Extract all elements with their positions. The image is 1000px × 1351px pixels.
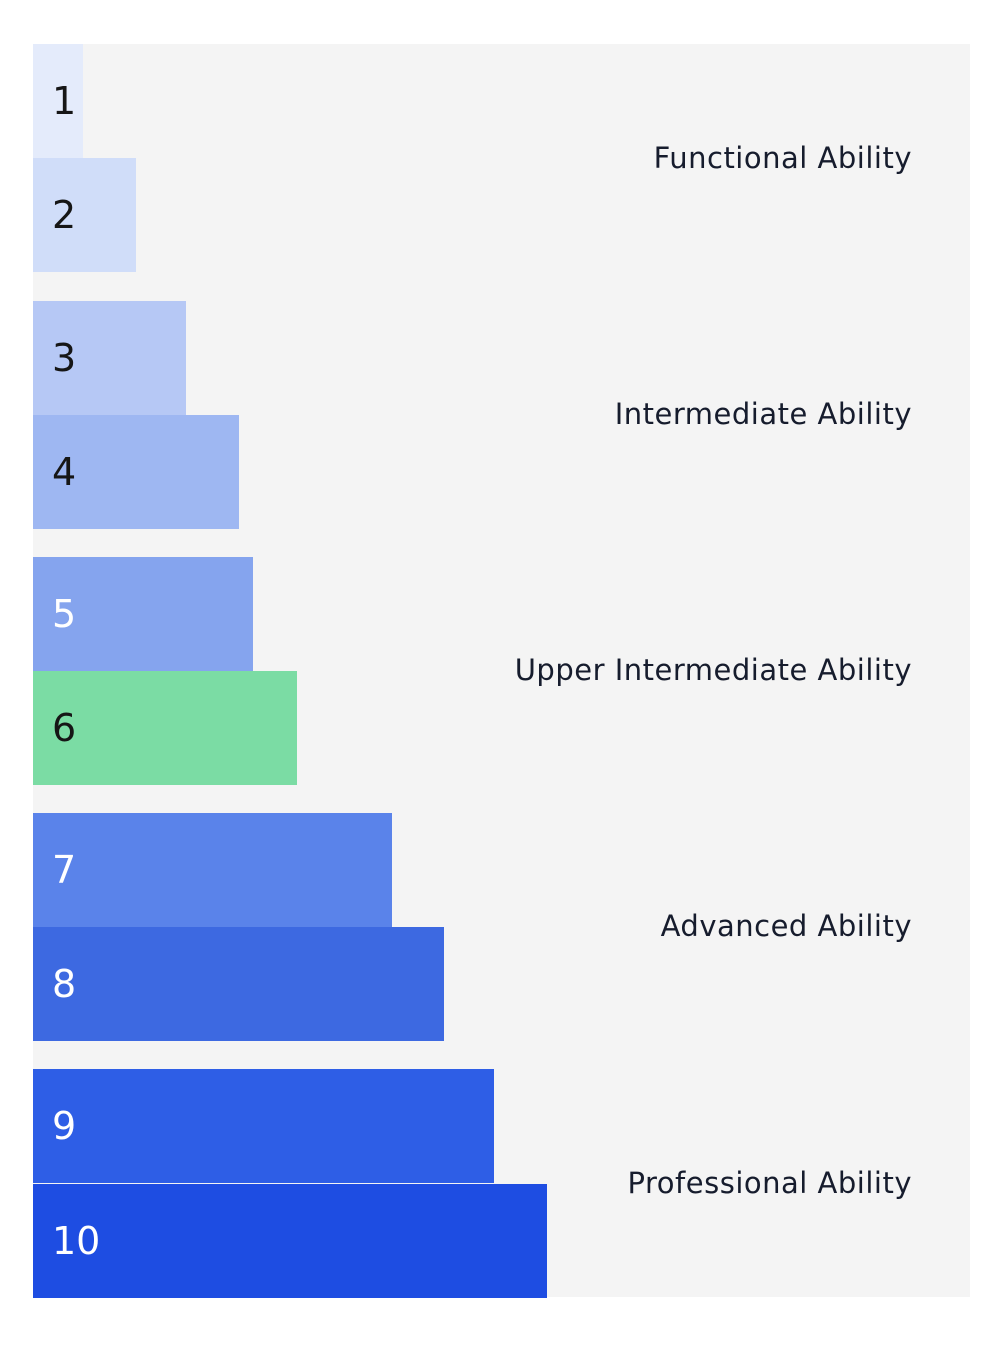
bar-level-label: 4 [52,450,77,494]
group-label-advanced: Advanced Ability [660,909,912,943]
bar-level-label: 10 [52,1219,101,1263]
bar-level-6-highlighted: 6 [33,671,297,785]
bar-level-label: 6 [52,706,77,750]
bar-level-7: 7 [33,813,392,927]
bar-level-9: 9 [33,1069,494,1183]
bar-level-8: 8 [33,927,444,1041]
bar-level-3: 3 [33,301,186,415]
bar-level-label: 5 [52,592,77,636]
bar-level-1: 1 [33,44,83,158]
bar-level-label: 2 [52,193,77,237]
bar-level-label: 1 [52,79,77,123]
bar-level-label: 3 [52,336,77,380]
bar-level-label: 7 [52,848,77,892]
group-label-intermediate: Intermediate Ability [614,397,912,431]
group-label-professional: Professional Ability [627,1166,912,1200]
bar-level-label: 9 [52,1104,77,1148]
bar-level-10: 10 [33,1184,547,1298]
chart-panel: 1 2 3 4 5 6 7 8 9 10 Functional Ability … [33,44,970,1298]
bar-level-label: 8 [52,962,77,1006]
group-label-functional: Functional Ability [653,141,912,175]
group-label-upper-intermediate: Upper Intermediate Ability [514,653,912,687]
bar-level-4: 4 [33,415,239,529]
bar-level-5: 5 [33,557,253,671]
bar-level-2: 2 [33,158,136,272]
